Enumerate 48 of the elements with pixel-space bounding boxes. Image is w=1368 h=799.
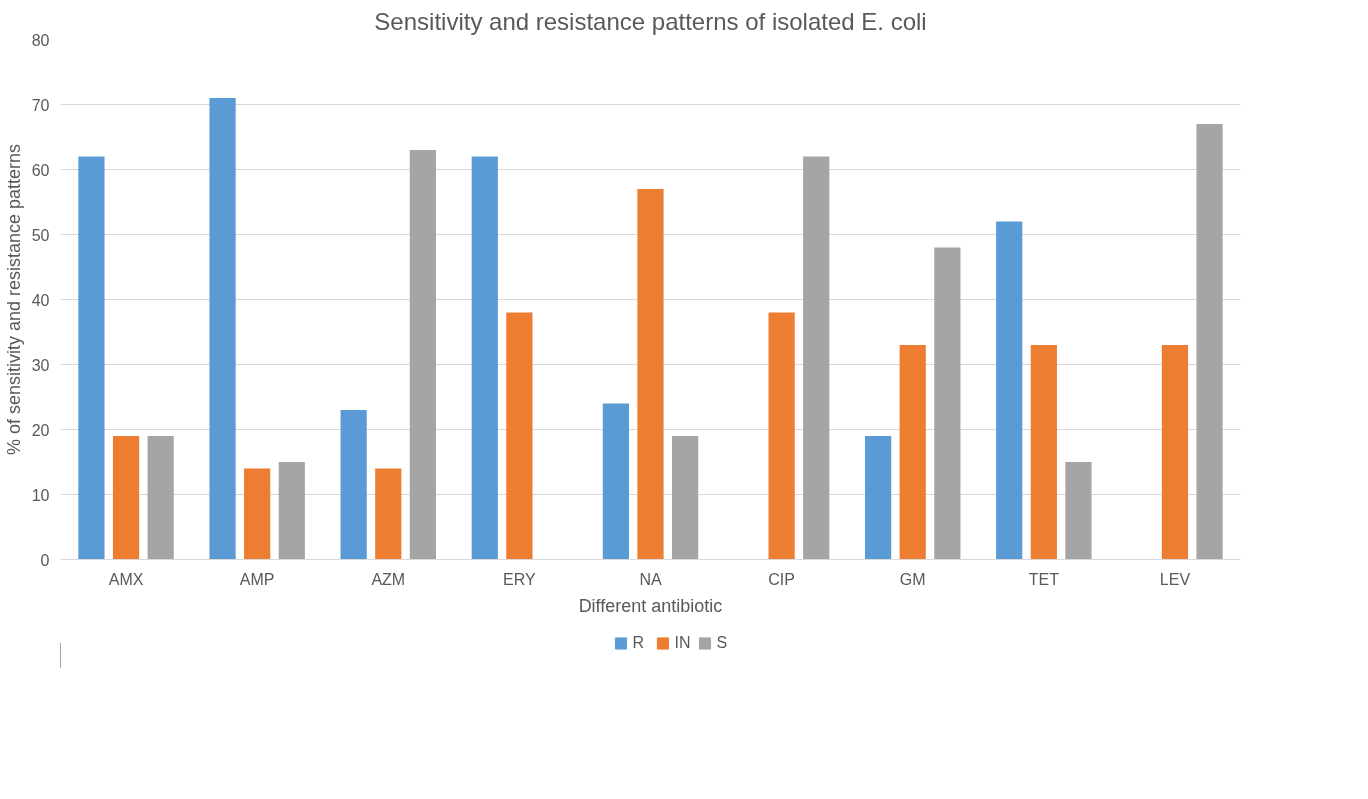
bar [899,345,926,560]
bar [409,150,436,560]
y-tick-label: 80 [31,31,50,49]
x-tick-label: AMX [108,570,144,588]
bar [637,189,664,560]
bar [244,468,271,560]
y-tick-label: 70 [31,96,50,114]
x-tick-label: GM [899,570,926,588]
bar [768,312,795,560]
x-tick-label: CIP [768,570,795,588]
bar [209,98,236,560]
y-tick-label: 50 [31,226,50,244]
y-tick-label: 20 [31,421,50,439]
bar [147,436,174,560]
y-tick-label: 10 [31,486,50,504]
bar [375,468,402,560]
chart-title: Sensitivity and resistance patterns of isolated E. coli [374,7,927,35]
bar [1196,124,1223,560]
x-tick-label: NA [639,570,662,588]
x-tick-label: AMP [239,570,275,588]
bar [112,436,140,560]
y-tick-label: 40 [31,291,50,309]
bar [865,436,892,560]
bar [996,221,1023,560]
x-axis-title: Different antibiotic [578,595,723,616]
y-tick-label: 0 [40,551,50,569]
bar [278,462,305,560]
legend-label: R [632,634,646,652]
bar [803,156,830,560]
x-tick-label: TET [1028,570,1060,588]
bar [602,403,629,560]
y-tick-label: 60 [31,161,50,179]
legend-label: IN [674,634,692,652]
bar [1161,345,1189,560]
bar [672,436,699,560]
bar [471,156,498,560]
bar [1065,462,1092,560]
x-tick-label: AZM [371,570,406,588]
y-axis-title: % of sensitivity and resistance patterns [3,143,24,456]
x-tick-label: LEV [1159,570,1191,588]
bar [78,156,105,560]
bar [506,312,533,560]
x-tick-label: ERY [503,570,537,588]
bar [1030,345,1057,560]
bar [934,247,961,560]
y-tick-label: 30 [31,356,50,374]
legend-label: S [716,634,729,652]
bar [340,410,367,560]
